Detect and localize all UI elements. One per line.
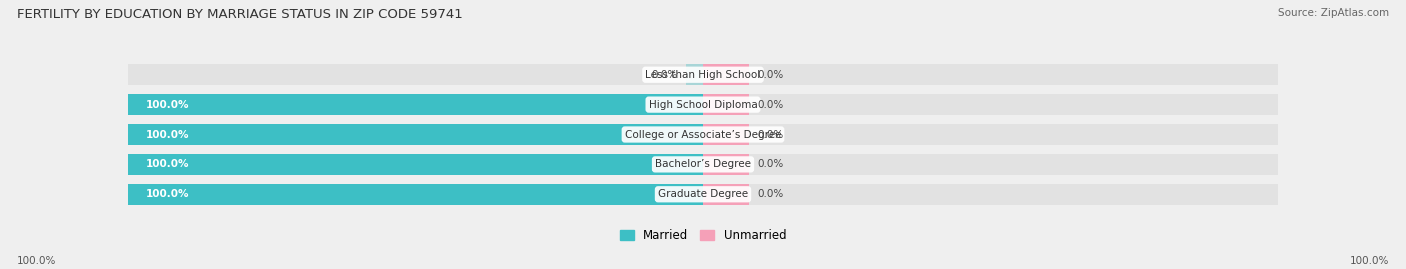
Text: 0.0%: 0.0% xyxy=(651,70,678,80)
Legend: Married, Unmarried: Married, Unmarried xyxy=(617,227,789,245)
Bar xyxy=(686,64,703,85)
Text: 100.0%: 100.0% xyxy=(146,160,190,169)
Bar xyxy=(128,154,703,175)
Text: 0.0%: 0.0% xyxy=(758,70,783,80)
Text: 0.0%: 0.0% xyxy=(758,189,783,199)
Bar xyxy=(703,154,749,175)
Text: Less than High School: Less than High School xyxy=(645,70,761,80)
Text: Source: ZipAtlas.com: Source: ZipAtlas.com xyxy=(1278,8,1389,18)
Text: 0.0%: 0.0% xyxy=(758,100,783,109)
Bar xyxy=(703,64,1278,85)
Text: 0.0%: 0.0% xyxy=(758,129,783,140)
Bar xyxy=(128,94,703,115)
Text: High School Diploma: High School Diploma xyxy=(648,100,758,109)
Text: 100.0%: 100.0% xyxy=(146,129,190,140)
Bar xyxy=(128,184,703,205)
Bar xyxy=(128,184,703,205)
Bar xyxy=(703,184,1278,205)
Bar xyxy=(128,154,703,175)
Bar xyxy=(703,124,1278,145)
Bar xyxy=(128,124,703,145)
Text: 100.0%: 100.0% xyxy=(146,189,190,199)
Text: Bachelor’s Degree: Bachelor’s Degree xyxy=(655,160,751,169)
Text: Graduate Degree: Graduate Degree xyxy=(658,189,748,199)
Text: FERTILITY BY EDUCATION BY MARRIAGE STATUS IN ZIP CODE 59741: FERTILITY BY EDUCATION BY MARRIAGE STATU… xyxy=(17,8,463,21)
Text: 100.0%: 100.0% xyxy=(17,256,56,266)
Bar xyxy=(128,124,703,145)
Bar xyxy=(128,94,703,115)
Bar xyxy=(703,124,749,145)
Text: 100.0%: 100.0% xyxy=(146,100,190,109)
Text: College or Associate’s Degree: College or Associate’s Degree xyxy=(624,129,782,140)
Text: 100.0%: 100.0% xyxy=(1350,256,1389,266)
Bar xyxy=(703,64,749,85)
Bar xyxy=(703,184,749,205)
Bar xyxy=(703,94,749,115)
Bar xyxy=(703,94,1278,115)
Bar xyxy=(703,154,1278,175)
Text: 0.0%: 0.0% xyxy=(758,160,783,169)
Bar xyxy=(128,64,703,85)
